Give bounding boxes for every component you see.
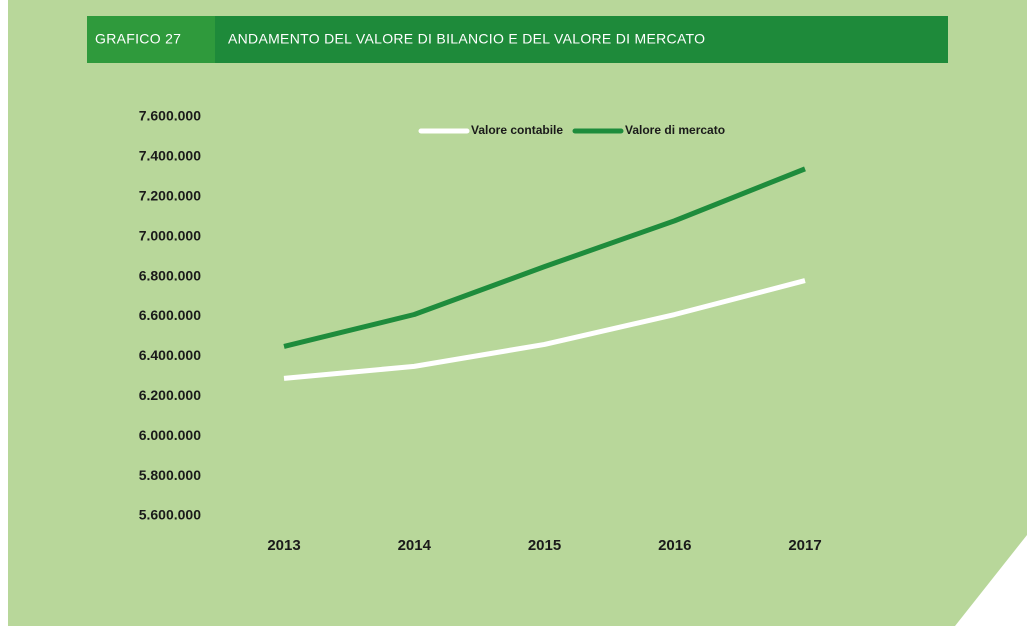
x-tick-label: 2017: [788, 537, 821, 554]
y-tick-label: 7.000.000: [139, 227, 201, 243]
series-line: [283, 278, 806, 381]
y-tick-label: 7.400.000: [139, 148, 201, 164]
chart-title: ANDAMENTO DEL VALORE DI BILANCIO E DEL V…: [228, 31, 705, 47]
x-tick-label: 2013: [267, 537, 300, 554]
figure-label: GRAFICO 27: [95, 31, 181, 47]
y-tick-label: 5.800.000: [139, 467, 201, 483]
x-tick-label: 2015: [528, 537, 561, 554]
legend-label: Valore di mercato: [625, 123, 725, 137]
series-line: [283, 166, 806, 349]
y-tick-label: 6.200.000: [139, 387, 201, 403]
panel: [8, 0, 1027, 626]
y-tick-label: 6.800.000: [139, 267, 201, 283]
header-label-box: [87, 16, 215, 63]
y-tick-label: 6.400.000: [139, 347, 201, 363]
y-tick-label: 6.600.000: [139, 307, 201, 323]
y-tick-label: 5.600.000: [139, 507, 201, 523]
y-tick-label: 7.600.000: [139, 108, 201, 124]
y-tick-label: 7.200.000: [139, 188, 201, 204]
legend-label: Valore contabile: [471, 123, 563, 137]
y-tick-label: 6.000.000: [139, 427, 201, 443]
x-tick-label: 2016: [658, 537, 691, 554]
header-title-box: [215, 16, 948, 63]
x-tick-label: 2014: [398, 537, 432, 554]
